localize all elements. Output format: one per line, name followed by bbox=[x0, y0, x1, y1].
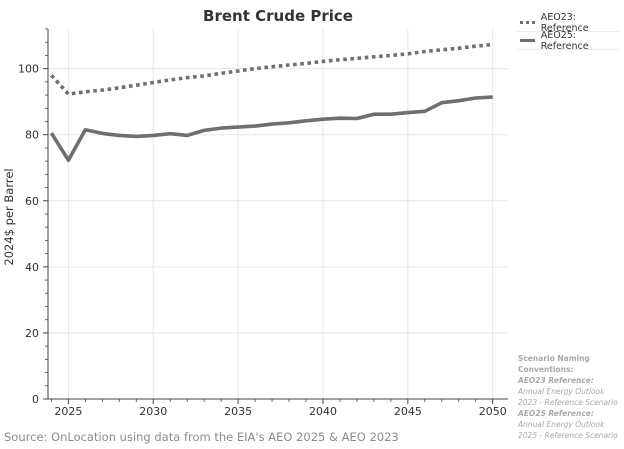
notes-title: Scenario Naming Conventions: bbox=[518, 354, 590, 374]
legend-label: AEO23: Reference bbox=[540, 11, 589, 34]
x-tick-label: 2050 bbox=[479, 405, 507, 418]
y-tick-label: 80 bbox=[25, 129, 39, 142]
series-lines bbox=[49, 42, 493, 162]
series-line-aeo25-reference bbox=[49, 95, 493, 162]
legend-item-aeo25[interactable]: AEO25: Reference bbox=[516, 29, 620, 52]
chart-title: Brent Crude Price bbox=[203, 7, 353, 25]
gridlines bbox=[48, 29, 508, 400]
y-tick-label: 0 bbox=[32, 393, 39, 406]
y-tick-label: 20 bbox=[25, 327, 39, 340]
x-tick-label: 2035 bbox=[224, 405, 252, 418]
legend-item-aeo23[interactable]: AEO23: Reference bbox=[516, 11, 620, 34]
note-value: Annual Energy Outlook 2025 - Reference S… bbox=[518, 420, 618, 440]
note-value: Annual Energy Outlook 2023 - Reference S… bbox=[518, 387, 618, 407]
legend-swatch-dotted bbox=[520, 21, 535, 24]
x-tick-label: 2040 bbox=[309, 405, 337, 418]
y-tick-label: 40 bbox=[25, 261, 39, 274]
note-key: AEO25 Reference: bbox=[518, 409, 594, 418]
y-tick-label: 60 bbox=[25, 195, 39, 208]
note-key: AEO23 Reference: bbox=[518, 376, 594, 385]
x-tick-label: 2030 bbox=[139, 405, 167, 418]
x-tick-label: 2045 bbox=[394, 405, 422, 418]
legend-swatch-solid bbox=[520, 39, 535, 42]
x-tick-label: 2025 bbox=[54, 405, 82, 418]
scenario-notes: Scenario Naming Conventions: AEO23 Refer… bbox=[518, 353, 622, 441]
y-axis-label: 2024$ per Barrel bbox=[2, 168, 16, 265]
series-line-aeo23-reference bbox=[50, 42, 493, 96]
legend: AEO23: Reference AEO25: Reference bbox=[516, 11, 620, 52]
source-caption: Source: OnLocation using data from the E… bbox=[4, 430, 399, 444]
legend-label: AEO25: Reference bbox=[540, 29, 589, 52]
y-tick-label: 100 bbox=[18, 63, 39, 76]
